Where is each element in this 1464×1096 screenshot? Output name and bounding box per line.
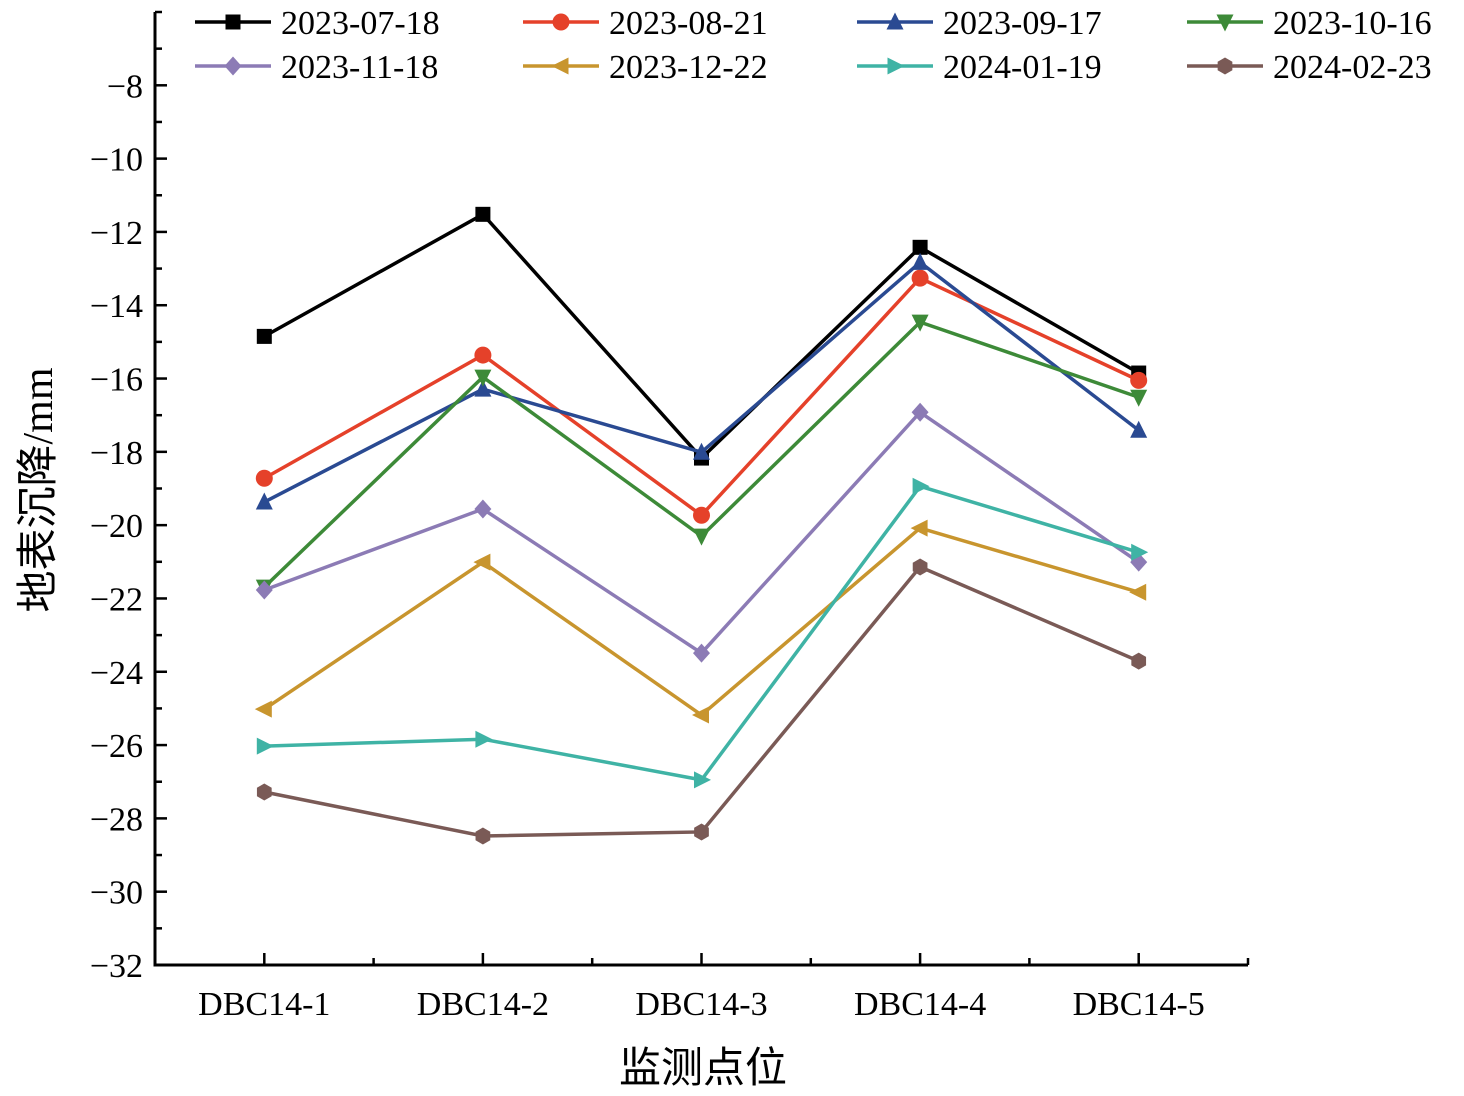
marker-triangle-right [694, 771, 711, 789]
legend-label: 2023-11-18 [281, 49, 438, 86]
axes: −32 −30 −28 −26 −24 −22 −20 −18 −16 −14 −12 −10 −8 DB… [90, 10, 1250, 1023]
y-tick-label: −14 [90, 288, 143, 325]
marker-triangle-right [887, 57, 905, 75]
legend-item: 2024-02-23 [1187, 49, 1432, 86]
marker-triangle-left [254, 700, 272, 718]
marker-triangle-up [255, 492, 273, 510]
y-tick-label: −28 [90, 801, 143, 838]
legend-label: 2023-08-21 [609, 5, 768, 42]
y-tick-label: −20 [90, 508, 143, 545]
legend-label: 2023-10-16 [1273, 5, 1432, 42]
x-tick-label: DBC14-4 [854, 986, 986, 1023]
legend-item: 2024-01-19 [857, 49, 1102, 86]
y-tick-label: −32 [90, 948, 143, 985]
marker-diamond [911, 402, 929, 422]
y-tick-label: −18 [90, 435, 143, 472]
marker-square [475, 206, 491, 222]
legend-item: 2023-07-18 [195, 5, 440, 42]
marker-circle [693, 506, 710, 524]
series-2023-09-17 [255, 252, 1148, 510]
marker-circle [552, 13, 570, 31]
marker-diamond [255, 580, 273, 600]
marker-triangle-down [911, 314, 929, 332]
marker-triangle-left [1129, 583, 1147, 601]
series-line [263, 564, 1140, 838]
legend-item: 2023-11-18 [195, 49, 438, 86]
x-tick-label: DBC14-5 [1073, 986, 1205, 1023]
x-tick-label: DBC14-3 [635, 986, 767, 1023]
marker-triangle-down [693, 528, 710, 546]
legend-item: 2023-08-21 [523, 5, 768, 42]
y-tick-label: −12 [90, 215, 143, 252]
legend-item: 2023-12-22 [523, 49, 768, 86]
marker-triangle-up [474, 379, 492, 397]
marker-triangle-right [912, 477, 930, 495]
series-2023-12-22 [254, 519, 1147, 724]
series-2024-01-19 [256, 477, 1149, 789]
series-2023-11-18 [255, 402, 1148, 663]
y-tick-label: −16 [90, 362, 143, 399]
marker-circle [1130, 371, 1148, 389]
series-group [254, 206, 1149, 845]
marker-triangle-left [473, 553, 491, 571]
marker-square [912, 239, 928, 255]
y-tick-label: −30 [90, 875, 143, 912]
marker-triangle-up [1130, 420, 1148, 438]
legend-item: 2023-09-17 [857, 5, 1102, 42]
marker-triangle-left [910, 519, 928, 537]
marker-circle [474, 346, 492, 364]
marker-square [256, 328, 272, 344]
marker-triangle-down [474, 369, 492, 387]
legend-label: 2023-07-18 [281, 5, 440, 42]
marker-triangle-up [693, 442, 710, 460]
y-tick-label: −10 [90, 142, 143, 179]
y-tick-label: −22 [90, 581, 143, 618]
marker-diamond [474, 499, 492, 519]
marker-triangle-up [886, 12, 904, 30]
x-tick-label: DBC14-1 [198, 986, 330, 1023]
marker-square [225, 14, 241, 30]
marker-circle [255, 469, 273, 487]
marker-diamond [693, 643, 710, 663]
marker-hexagon [694, 823, 709, 841]
marker-triangle-right [1131, 543, 1149, 561]
y-tick-label: −26 [90, 728, 143, 765]
marker-triangle-right [256, 737, 274, 755]
x-axis-label: 监测点位 [619, 1045, 787, 1092]
marker-triangle-right [475, 730, 493, 748]
series-line [263, 526, 1140, 718]
marker-circle [911, 269, 929, 287]
marker-hexagon [912, 558, 928, 576]
marker-hexagon [256, 783, 272, 801]
series-2024-02-23 [256, 558, 1147, 845]
legend-label: 2024-02-23 [1273, 49, 1432, 86]
y-tick-label: −8 [107, 68, 143, 105]
x-tick-label: DBC14-2 [417, 986, 549, 1023]
marker-hexagon [475, 827, 491, 845]
legend-item: 2023-10-16 [1187, 5, 1432, 42]
series-line [263, 212, 1140, 461]
y-tick-label: −24 [90, 655, 143, 692]
marker-hexagon [1217, 57, 1233, 75]
marker-triangle-left [692, 706, 709, 724]
series-2023-10-16 [255, 314, 1148, 597]
legend-label: 2023-12-22 [609, 49, 768, 86]
series-2023-07-18 [256, 206, 1147, 466]
marker-diamond [224, 56, 242, 76]
series-line [263, 275, 1140, 518]
marker-triangle-down [1216, 14, 1234, 32]
series-2023-08-21 [255, 269, 1148, 524]
y-axis-label: 地表沉降/mm [16, 367, 62, 612]
legend-label: 2024-01-19 [943, 49, 1102, 86]
marker-triangle-down [1130, 389, 1148, 407]
marker-triangle-left [551, 57, 569, 75]
marker-hexagon [1131, 652, 1147, 670]
legend-label: 2023-09-17 [943, 5, 1102, 42]
marker-triangle-up [911, 252, 929, 270]
legend: 2023-07-18 2023-08-21 2023-09-17 2023-10-16… [195, 5, 1432, 86]
